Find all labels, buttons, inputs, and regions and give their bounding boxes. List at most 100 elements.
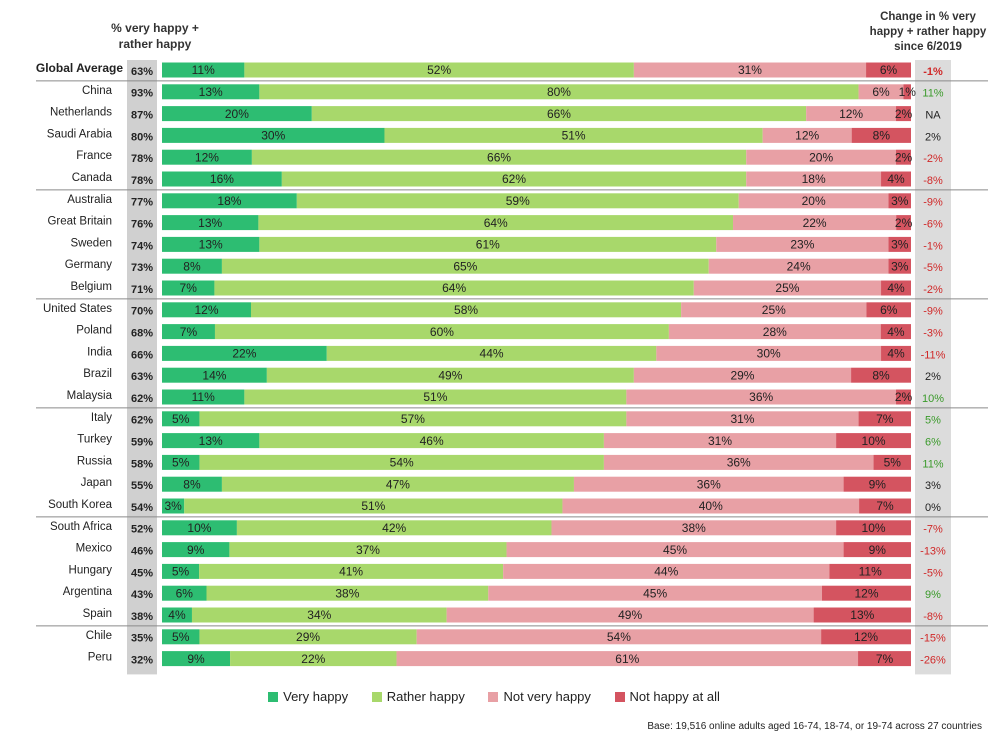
bar-segment-not-happy-at-all <box>851 127 911 143</box>
bar-segment-very-happy <box>162 193 297 209</box>
change-value: -9% <box>923 306 943 318</box>
bar-label-not-very-happy: 12% <box>839 107 863 121</box>
total-value: 78% <box>131 153 153 165</box>
bar-label-not-happy-at-all: 2% <box>895 390 913 404</box>
country-label: Hungary <box>69 564 113 576</box>
bar-segment-not-very-happy <box>656 345 882 361</box>
bar-label-rather-happy: 49% <box>438 368 462 382</box>
total-value: 73% <box>131 262 153 274</box>
bar-label-very-happy: 5% <box>172 630 190 644</box>
bar-segment-very-happy <box>162 411 200 427</box>
bar-label-not-very-happy: 61% <box>615 652 639 666</box>
bar-label-not-happy-at-all: 6% <box>880 303 898 317</box>
total-column-header: % very happy + rather happy <box>111 21 199 51</box>
change-value: 0% <box>925 502 941 514</box>
bar-segment-rather-happy <box>229 542 507 558</box>
country-label: Malaysia <box>67 390 113 402</box>
bar-label-not-very-happy: 29% <box>730 368 754 382</box>
legend-label: Not happy at all <box>629 689 720 705</box>
bar-label-not-very-happy: 23% <box>790 238 814 252</box>
total-value: 32% <box>131 655 153 667</box>
country-label: Belgium <box>70 281 112 293</box>
country-label: Germany <box>65 259 113 271</box>
total-value: 68% <box>131 328 153 340</box>
bar-segment-very-happy <box>162 367 267 383</box>
bar-label-not-very-happy: 49% <box>618 608 642 622</box>
bar-segment-rather-happy <box>199 563 504 579</box>
bar-segment-not-happy-at-all <box>866 302 911 318</box>
bar-segment-not-happy-at-all <box>881 345 911 361</box>
bar-segment-very-happy <box>162 84 260 100</box>
bar-segment-not-happy-at-all <box>896 106 911 122</box>
bar-segment-very-happy <box>162 520 237 536</box>
legend-label: Not very happy <box>503 689 591 705</box>
country-label: Russia <box>77 455 113 467</box>
total-value: 46% <box>131 546 153 558</box>
change-value: 6% <box>925 437 941 449</box>
bar-label-rather-happy: 51% <box>423 390 447 404</box>
bar-label-not-happy-at-all: 9% <box>869 543 887 557</box>
bar-label-rather-happy: 47% <box>386 477 410 491</box>
change-value: 9% <box>925 589 941 601</box>
bar-segment-very-happy <box>162 585 207 601</box>
bar-label-very-happy: 8% <box>183 259 201 273</box>
bar-segment-rather-happy <box>199 454 604 470</box>
bar-label-not-very-happy: 24% <box>787 259 811 273</box>
bar-segment-rather-happy <box>259 84 859 100</box>
bar-label-very-happy: 13% <box>199 238 223 252</box>
total-value: 63% <box>131 66 153 78</box>
change-value: -8% <box>923 175 943 187</box>
change-value: 2% <box>925 371 941 383</box>
bar-segment-not-happy-at-all <box>881 280 911 296</box>
bar-label-not-very-happy: 40% <box>699 499 723 513</box>
bar-segment-not-happy-at-all <box>896 215 911 231</box>
country-label: Sweden <box>70 237 112 249</box>
bar-label-rather-happy: 51% <box>361 499 385 513</box>
country-label: Japan <box>81 477 112 489</box>
bar-segment-very-happy <box>162 236 260 252</box>
change-value: -26% <box>920 655 946 667</box>
legend-item-not-happy-at-all: Not happy at all <box>614 689 720 705</box>
bar-label-rather-happy: 66% <box>547 107 571 121</box>
bar-label-very-happy: 12% <box>194 303 218 317</box>
bar-label-not-happy-at-all: 5% <box>884 456 902 470</box>
bar-segment-not-very-happy <box>633 367 852 383</box>
bar-segment-not-happy-at-all <box>888 258 911 274</box>
bar-label-not-happy-at-all: 3% <box>891 238 909 252</box>
bar-segment-very-happy <box>162 215 259 231</box>
bar-label-very-happy: 16% <box>210 172 234 186</box>
bar-segment-not-very-happy <box>416 629 822 645</box>
bar-segment-not-happy-at-all <box>858 651 911 667</box>
bar-segment-very-happy <box>162 127 385 143</box>
bar-segment-rather-happy <box>214 324 669 340</box>
legend-swatch-very-happy <box>268 692 279 703</box>
bar-label-very-happy: 9% <box>187 652 205 666</box>
bar-segment-very-happy <box>162 607 192 623</box>
bar-segment-not-very-happy <box>603 454 874 470</box>
bar-segment-rather-happy <box>236 520 552 536</box>
bar-label-not-happy-at-all: 1% <box>899 85 917 99</box>
bar-segment-not-happy-at-all <box>873 454 911 470</box>
bar-label-rather-happy: 34% <box>307 608 331 622</box>
bar-label-not-happy-at-all: 3% <box>891 259 909 273</box>
change-value: 5% <box>925 415 941 427</box>
change-column-header: Change in % very happy + rather happy si… <box>869 11 987 53</box>
bar-segment-not-happy-at-all <box>822 585 911 601</box>
country-label: United States <box>43 303 112 315</box>
change-value: -7% <box>923 524 943 536</box>
bar-label-not-happy-at-all: 2% <box>895 216 913 230</box>
bar-label-not-happy-at-all: 8% <box>873 129 891 143</box>
bar-label-not-very-happy: 25% <box>762 303 786 317</box>
change-value: 11% <box>922 458 943 470</box>
bar-label-very-happy: 7% <box>180 325 198 339</box>
bar-segment-very-happy <box>162 62 245 78</box>
country-label: Turkey <box>77 434 112 446</box>
change-value: 11% <box>922 88 943 100</box>
bar-segment-not-happy-at-all <box>821 629 911 645</box>
bar-segment-not-happy-at-all <box>903 84 911 100</box>
bar-label-not-very-happy: 6% <box>872 85 890 99</box>
bar-label-not-happy-at-all: 11% <box>859 565 882 579</box>
total-value: 63% <box>131 371 153 383</box>
bar-segment-very-happy <box>162 171 282 187</box>
bar-segment-not-very-happy <box>858 84 904 100</box>
